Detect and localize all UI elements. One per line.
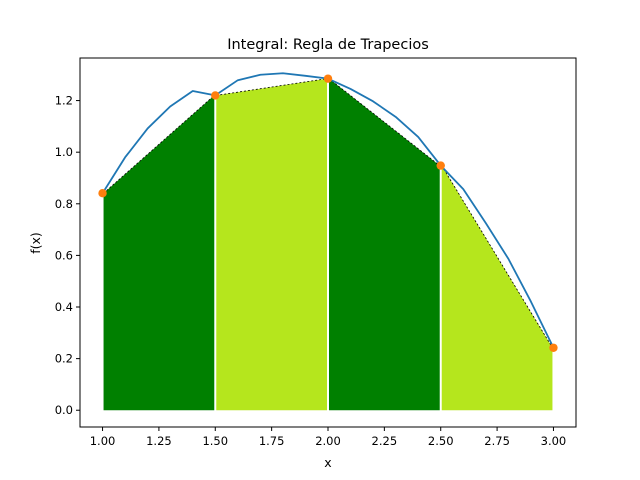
sample-point-2	[211, 91, 220, 100]
x-tick-label: 2.75	[484, 434, 510, 448]
x-tick-label: 1.50	[202, 434, 228, 448]
y-axis-ticks: 0.0 0.2 0.4 0.6 0.8 1.0 1.2	[55, 94, 80, 417]
sample-point-1	[98, 189, 107, 198]
chart-title: Integral: Regla de Trapecios	[227, 37, 429, 53]
y-tick-label: 1.0	[55, 145, 73, 159]
trapezoid-top-edge-3	[328, 78, 440, 166]
x-tick-label: 2.00	[315, 434, 341, 448]
x-tick-label: 2.25	[372, 434, 398, 448]
trapezoid-top-edge-1	[103, 95, 215, 194]
x-tick-label: 1.00	[90, 434, 116, 448]
trapezoid-top-edge-2	[216, 78, 328, 96]
y-tick-label: 0.0	[55, 403, 73, 417]
point-layer	[98, 74, 558, 352]
y-tick-label: 0.2	[55, 352, 73, 366]
x-axis-ticks: 1.00 1.25 1.50 1.75 2.00 2.25 2.50 2.75 3.00	[90, 427, 567, 448]
sample-point-4	[436, 161, 445, 170]
trapezoid-2	[216, 78, 327, 411]
y-tick-label: 0.8	[55, 197, 73, 211]
sample-point-5	[549, 343, 558, 352]
sample-point-3	[323, 74, 333, 83]
y-tick-label: 0.6	[55, 248, 73, 262]
x-tick-label: 3.00	[541, 434, 567, 448]
y-axis-label: f(x)	[28, 232, 43, 254]
trapezoid-3	[329, 78, 440, 411]
trapezoid-layer	[103, 78, 553, 411]
x-tick-label: 2.50	[428, 434, 454, 448]
y-tick-label: 0.4	[55, 300, 73, 314]
y-tick-label: 1.2	[55, 94, 73, 108]
x-tick-label: 1.75	[259, 434, 285, 448]
x-tick-label: 1.25	[146, 434, 172, 448]
trapezoid-4	[441, 165, 553, 411]
trapezoid-1	[103, 95, 215, 411]
trapezoid-top-edge-4	[441, 165, 553, 348]
x-axis-label: x	[324, 455, 331, 470]
